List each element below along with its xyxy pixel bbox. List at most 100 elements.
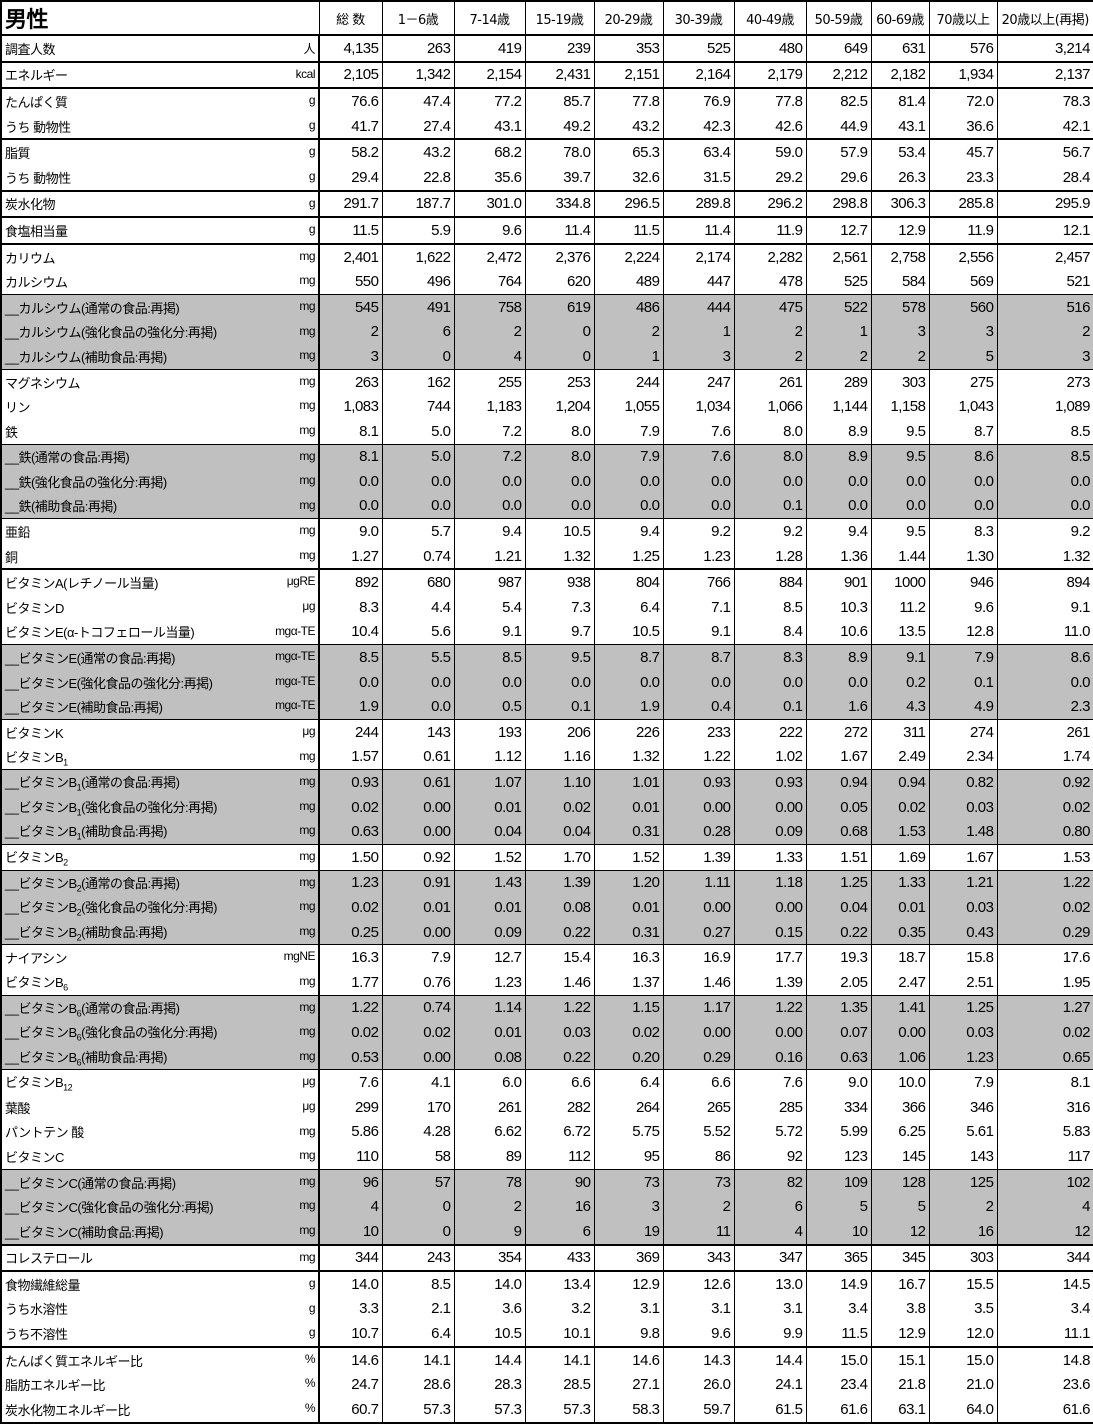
value-cell: 82 [733,1168,806,1195]
table-row: ビタミンB1 mg 1.57 0.61 1.12 1.16 1.32 1.22 1.02 1.67… [0,744,1093,770]
value-cell: 1.46 [524,969,594,996]
row-unit: g [308,1300,316,1315]
value-cell: 1.21 [453,543,525,570]
row-label: うち不溶性 g [0,1321,320,1347]
value-cell: 0.53 [318,1044,382,1070]
table-row: 亜鉛 mg 9.0 5.7 9.4 10.5 9.4 9.2 9.2 9.4 9.5 8.3 9.2 [0,518,1093,544]
value-cell: 938 [524,568,594,596]
table-row: __ビタミンE(補助食品:再掲) mgα-TE 1.9 0.0 0.5 0.1 1.9 0.4… [0,694,1093,720]
value-cell: 4.3 [870,694,929,720]
value-cell: 0.01 [453,1020,525,1045]
value-cell: 14.9 [805,1270,871,1297]
value-cell: 296.5 [593,189,663,218]
value-cell: 5.6 [381,619,454,645]
value-cell: 0.29 [662,1044,734,1070]
value-cell: 12.6 [662,1270,734,1297]
value-cell: 447 [662,269,734,295]
value-cell: 0.0 [318,493,382,519]
row-unit: μg [302,1074,315,1089]
value-cell: 2 [928,1194,997,1219]
row-label-text: __ビタミンB [5,1000,77,1016]
value-cell: 1.53 [870,819,929,845]
value-cell: 2 [453,1194,525,1219]
value-cell: 9.4 [593,518,663,544]
value-cell: 9.1 [453,619,525,645]
value-cell: 16.3 [593,944,663,970]
row-label: コレステロール mg [0,1243,320,1272]
table-row: __鉄(補助食品:再掲) mg 0.0 0.0 0.0 0.0 0.0 0.0 0.1 0.0 0.… [0,493,1093,519]
row-label-subscript: 1 [76,807,82,818]
row-unit: mg [299,1048,315,1063]
value-cell: 255 [453,368,525,395]
value-cell: 9.6 [662,1321,734,1347]
value-cell: 0.0 [928,469,997,494]
row-unit: mg [299,523,315,538]
value-cell: 1.06 [870,1044,929,1070]
value-cell: 0.0 [928,493,997,519]
value-cell: 44.9 [805,113,871,140]
value-cell: 491 [381,293,454,320]
row-unit: 人 [303,42,315,56]
value-cell: 0.0 [524,493,594,519]
value-cell: 85.7 [524,87,594,114]
value-cell: 3 [870,319,929,345]
row-label: エネルギー kcal [0,60,320,89]
value-cell: 3,214 [996,35,1093,62]
value-cell: 0.2 [870,669,929,695]
value-cell: 8.5 [453,644,525,670]
value-cell: 7.9 [928,644,997,670]
value-cell: 58.3 [593,1397,663,1423]
value-cell: 17.7 [733,944,806,970]
value-cell: 77.2 [453,87,525,114]
value-cell: 316 [996,1094,1093,1120]
table-row: ナイアシン mgNE 16.3 7.9 12.7 15.4 16.3 16.9 17.7 19.3… [0,944,1093,970]
row-unit: mg [299,823,315,838]
value-cell: 0.0 [805,469,871,494]
value-cell: 475 [733,293,806,320]
value-cell: 0.03 [928,895,997,920]
value-cell: 3 [318,344,382,370]
value-cell: 12.8 [928,619,997,645]
value-cell: 28.5 [524,1372,594,1398]
value-cell: 8.5 [996,443,1093,470]
row-label-suffix: (強化食品の強化分:再掲) [81,900,217,916]
value-cell: 3.2 [524,1296,594,1322]
table-row: カルシウム mg 550 496 764 620 489 447 478 525 584 569 521 [0,269,1093,295]
table-row: ビタミンB12 μg 7.6 4.1 6.0 6.6 6.4 6.6 7.6 9.0 10.0 7.9… [0,1069,1093,1095]
row-label-text: うち 動物性 [5,170,71,186]
column-header: 1－6歳 [381,1,454,36]
value-cell: 0.35 [870,919,929,945]
value-cell: 6.62 [453,1119,525,1145]
row-label: 炭水化物エネルギー比% [0,1397,320,1423]
row-label: __ビタミンB6(補助食品:再掲) mg [0,1044,320,1070]
value-cell: 18.7 [870,944,929,970]
value-cell: 42.3 [662,113,734,140]
row-label: カリウム mg [0,242,320,270]
row-label: __ビタミンE(強化食品の強化分:再掲) mgα-TE [0,669,320,695]
value-cell: 9.5 [524,644,594,670]
row-unit: mg [299,298,315,313]
value-cell: 14.0 [318,1270,382,1297]
value-cell: 61.5 [733,1397,806,1423]
value-cell: 28.6 [381,1372,454,1398]
value-cell: 4 [453,344,525,370]
value-cell: 354 [453,1243,525,1272]
value-cell: 264 [593,1094,663,1120]
table-row: __カルシウム(補助食品:再掲) mg 3 0 4 0 1 3 2 2 2 5 3 [0,344,1093,370]
table-row: __ビタミンC(通常の食品:再掲) mg 96 57 78 90 73 73 82 109 128 1… [0,1168,1093,1195]
value-cell: 89 [453,1144,525,1170]
row-label: __ビタミンB2(通常の食品:再掲) mg [0,869,320,896]
value-cell: 0.0 [381,669,454,695]
row-label-text: カリウム [5,250,56,266]
value-cell: 4.1 [381,1069,454,1095]
value-cell: 9.1 [662,619,734,645]
row-label: うち 動物性 g [0,113,320,140]
value-cell: 0.91 [381,869,454,896]
value-cell: 11 [662,1218,734,1245]
value-cell: 3.6 [453,1296,525,1322]
table-row: うち 動物性 g 41.7 27.4 43.1 49.2 43.2 42.3 42.6 44.9 4… [0,113,1093,140]
row-label-subscript: 1 [76,832,82,842]
value-cell: 233 [662,719,734,745]
value-cell: 0.1 [733,694,806,720]
value-cell: 125 [928,1168,997,1195]
